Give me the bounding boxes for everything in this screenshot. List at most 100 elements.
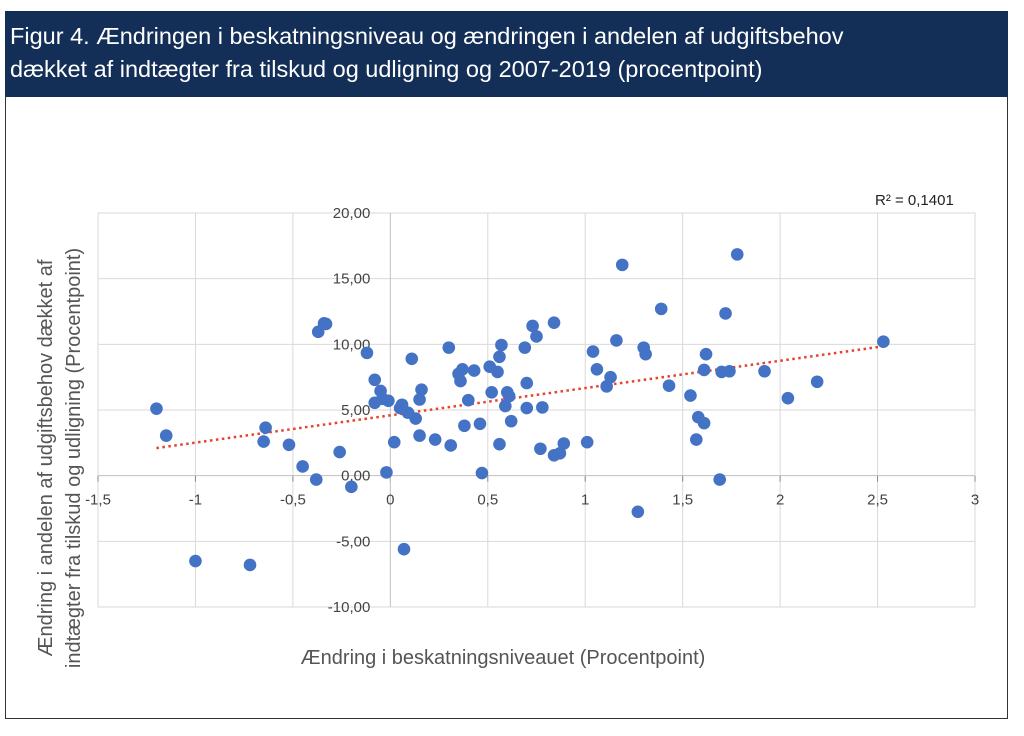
data-point [296,460,309,473]
x-tick-label: 1,5 [672,492,693,509]
data-point [730,248,744,261]
x-tick-label: -1 [189,492,202,509]
y-tick-label: 5,00 [341,402,370,419]
y-axis-title-line-1: Ændring i andelen af udgiftsbehov dækket… [35,259,57,656]
figure-title-bar: Figur 4. Ændringen i beskatningsniveau o… [5,11,1008,97]
data-point [684,389,697,402]
data-point [586,345,600,358]
data-point [690,433,703,446]
data-point [719,307,732,320]
x-tick-label: 0,5 [477,492,498,509]
data-point [758,364,771,378]
data-point [309,473,323,486]
data-point [189,554,202,568]
data-point [368,373,382,387]
x-tick-label: 3 [971,492,979,509]
data-point [504,414,518,428]
y-tick-label: 0,00 [341,468,370,485]
data-point [473,417,487,431]
x-axis-title: Ændring i beskatningsniveauet (Procentpo… [301,647,706,669]
x-tick-label: 1 [581,492,589,509]
data-point [409,412,422,425]
data-point [413,429,426,442]
data-point [604,370,617,384]
data-point [530,330,543,343]
r-squared-label: R² = 0,1401 [875,192,954,209]
chart-frame [5,97,1008,719]
data-point [159,429,173,442]
data-point [491,365,504,379]
figure-title-line-1: Figur 4. Ændringen i beskatningsniveau o… [10,23,844,49]
data-point [631,505,645,519]
data-point [382,394,395,408]
data-point [319,317,333,331]
y-axis-title-line-2: indtægter fra tilskud og udligning (Proc… [63,248,85,668]
data-point [397,542,411,556]
figure-title-line-2: dækket af indtægter fra tilskud og udlig… [10,56,763,82]
data-point [520,401,534,415]
data-point [654,302,668,316]
data-point [150,402,163,415]
data-point [243,558,257,572]
data-point [534,442,547,456]
data-point [345,480,358,494]
y-tick-label: 20,00 [333,205,371,222]
data-point [282,438,296,452]
data-point [877,335,890,349]
data-point [380,466,393,479]
data-point [467,364,481,377]
data-point [536,401,549,414]
data-point [360,346,374,360]
y-tick-label: 10,00 [333,336,371,353]
x-tick-label: 2,5 [867,492,888,509]
data-point [461,393,475,407]
data-point [810,375,824,389]
y-tick-label: -5,00 [336,533,370,550]
data-point [333,445,346,459]
data-point [257,435,270,448]
data-point [723,364,736,378]
data-point [499,399,512,413]
data-point [493,350,506,364]
data-point [610,334,623,347]
x-tick-label: 0 [386,492,394,509]
data-point [697,363,711,377]
x-tick-label: 2 [776,492,784,509]
data-point [454,374,467,388]
data-point [405,352,419,366]
data-point [442,341,456,354]
data-point [458,419,471,433]
y-tick-label: 15,00 [333,271,371,288]
data-point [615,258,629,272]
data-point [520,376,534,390]
data-point [415,383,428,396]
plot-area-border [97,212,976,608]
data-point [580,435,594,449]
data-point [413,393,426,406]
data-point [475,466,489,480]
data-point [493,437,506,451]
data-point [781,391,795,405]
data-point [639,347,652,361]
y-tick-label: -10,00 [328,599,371,616]
data-point [518,341,532,354]
data-point [699,347,713,361]
data-point [662,379,676,393]
data-point [502,389,516,403]
data-point [553,447,567,460]
data-point [547,316,561,329]
data-point [697,416,711,430]
data-point [495,338,508,352]
trendline [156,345,884,450]
data-point [259,421,272,435]
x-tick-label: -0,5 [280,492,306,509]
data-point [713,473,726,486]
data-point [456,362,469,376]
data-point [428,433,442,446]
data-point [590,362,604,376]
data-point [444,439,458,452]
data-point [387,435,401,449]
gridlines [97,212,976,608]
data-point [485,385,498,399]
